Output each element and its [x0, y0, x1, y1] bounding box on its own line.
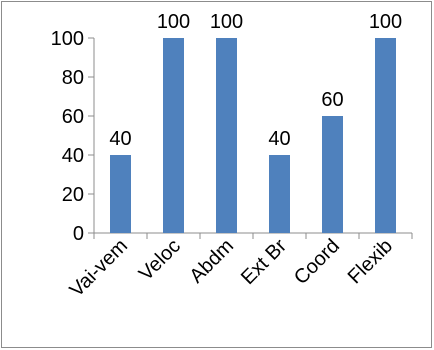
category-label: Veloc — [135, 235, 185, 285]
category-label: Ext Br — [237, 235, 291, 289]
data-labels: 40 100 100 40 60 100 — [109, 11, 402, 150]
bar-flexib — [375, 38, 396, 233]
bar-ext-br — [269, 155, 290, 233]
y-tick-label: 60 — [62, 106, 84, 128]
data-label: 60 — [321, 89, 343, 111]
data-label: 40 — [109, 128, 131, 150]
data-label: 100 — [210, 11, 243, 33]
category-label: Coord — [290, 235, 344, 289]
bar-abdm — [216, 38, 237, 233]
y-tick-label: 100 — [51, 28, 84, 50]
bar-vai-vem — [110, 155, 131, 233]
category-label: Flexib — [344, 235, 397, 288]
data-label: 40 — [268, 128, 290, 150]
y-tick-label: 80 — [62, 67, 84, 89]
y-axis-ticks: 0 20 40 60 80 100 — [51, 28, 94, 245]
y-tick-label: 40 — [62, 145, 84, 167]
data-label: 100 — [369, 11, 402, 33]
bars — [110, 38, 396, 233]
y-tick-label: 0 — [73, 223, 84, 245]
data-label: 100 — [157, 11, 190, 33]
x-axis-ticks — [93, 233, 413, 239]
category-label: Abdm — [186, 235, 239, 288]
bar-coord — [322, 116, 343, 233]
y-tick-label: 20 — [62, 184, 84, 206]
bar-veloc — [163, 38, 184, 233]
